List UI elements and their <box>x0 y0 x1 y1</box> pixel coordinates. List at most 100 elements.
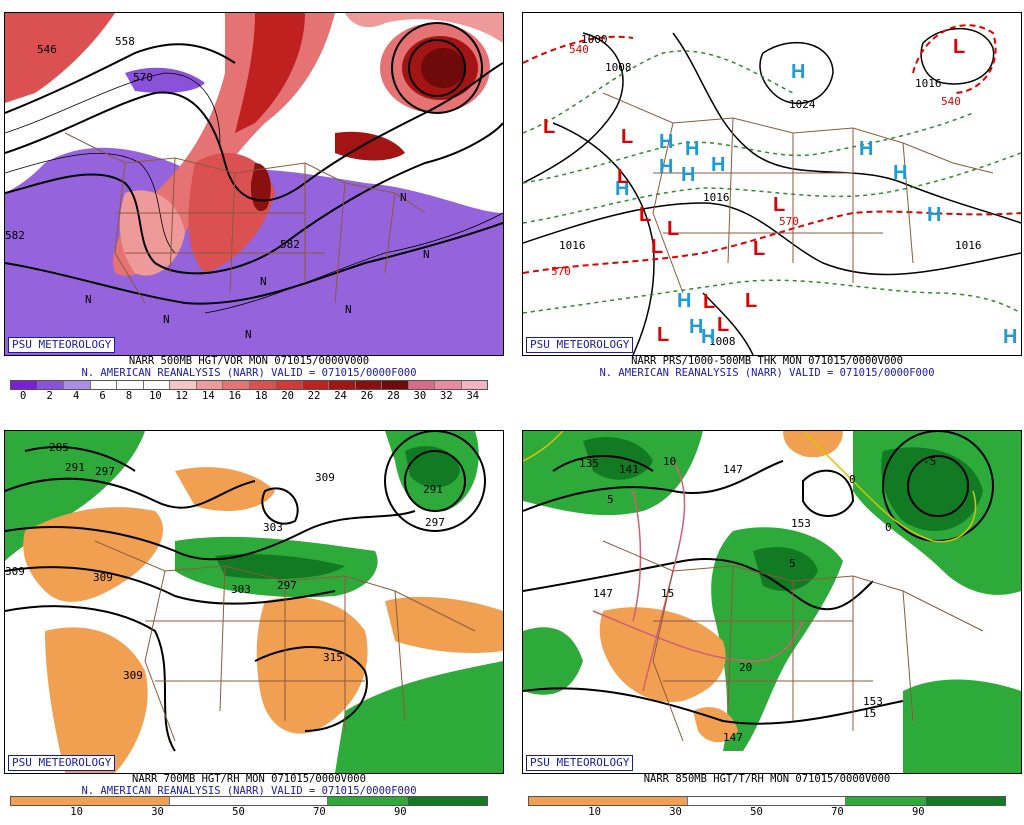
height-contour-285 <box>24 446 136 472</box>
rh-scale-label: 90 <box>911 806 925 818</box>
vorticity-scale-label: 8 <box>125 390 133 402</box>
map-850mb-temperature-rh[interactable]: 135 141 147 153 147 147 153 -5 5 5 10 15… <box>522 430 1022 774</box>
rh-scale-label: 10 <box>588 806 601 818</box>
contour-label: 309 <box>123 669 143 682</box>
contour-label: 309 <box>5 565 25 578</box>
vorticity-scale-label: 22 <box>307 390 321 402</box>
vorticity-colorbar-segment <box>408 381 435 389</box>
map-surface-pressure[interactable]: 1000 1008 1024 1016 1016 1016 1008 1016 … <box>522 12 1022 356</box>
height-contour-558 <box>5 62 503 202</box>
rh-scale-label: 30 <box>151 806 164 818</box>
height-contour-153 <box>523 687 904 725</box>
contour-label: 285 <box>49 441 69 454</box>
thickness-contour-green-3 <box>523 152 1021 224</box>
vorticity-positive-band-3 <box>235 13 305 133</box>
contour-label: 147 <box>723 731 743 744</box>
isobar-1008 <box>552 122 655 355</box>
isobar-label: 1008 <box>709 335 736 348</box>
height-contour-low-center <box>404 450 466 512</box>
height-contour-147 <box>523 558 874 611</box>
psu-meteorology-badge: PSU METEOROLOGY <box>8 755 116 771</box>
isobar-label: 1016 <box>955 239 982 252</box>
vorticity-scale-label: 28 <box>387 390 400 402</box>
vorticity-scale-label: 20 <box>281 390 294 402</box>
vorticity-scale-label: 34 <box>466 390 480 402</box>
rh-dry-area-3 <box>256 597 368 734</box>
panel-valid-time: N. AMERICAN REANALYSIS (NARR) VALID = 07… <box>81 785 417 797</box>
thickness-label: 540 <box>941 95 961 108</box>
isotherm-20 <box>592 610 804 662</box>
vorticity-scale-label: 26 <box>360 390 374 402</box>
panel-surface: 1000 1008 1024 1016 1016 1016 1008 1016 … <box>522 12 1022 407</box>
rh-moist-area-5 <box>523 627 583 695</box>
contour-label: 582 <box>280 238 300 251</box>
isotherm-label: 5 <box>789 557 796 570</box>
map-500mb-vorticity[interactable]: 546 558 570 582 582 N N N N N N N PSU ME… <box>4 12 504 356</box>
panel-valid-time: N. AMERICAN REANALYSIS (NARR) VALID = 07… <box>599 367 935 379</box>
thickness-label: 540 <box>569 43 589 56</box>
rh-scale-label: 50 <box>750 806 763 818</box>
isotherm-label: -5 <box>923 455 936 468</box>
high-pressure-center: H <box>1003 326 1017 348</box>
isotherm-0-b <box>523 431 564 462</box>
low-pressure-center: L <box>651 236 663 258</box>
isotherm-15 <box>632 490 642 622</box>
height-contour-546 <box>5 43 236 114</box>
high-pressure-center: H <box>927 204 941 226</box>
rh-dry-area-2 <box>45 627 148 773</box>
contour-label: N <box>163 313 170 326</box>
high-pressure-center: H <box>859 138 873 160</box>
panel-title: NARR 500MB HGT/VOR MON 071015/0000V000 <box>128 355 370 367</box>
vorticity-colorbar-segment <box>170 381 197 389</box>
contour-label: 309 <box>93 571 113 584</box>
high-pressure-center: H <box>659 156 673 178</box>
vorticity-colorbar-segment <box>382 381 409 389</box>
rh-dry-area-4 <box>385 596 503 653</box>
high-pressure-center: H <box>681 164 695 186</box>
vorticity-colorbar-segment <box>117 381 144 389</box>
rh-dry-area-5 <box>175 467 275 511</box>
isotherm-label: 15 <box>863 707 876 720</box>
panel-title: NARR 700MB HGT/RH MON 071015/0000V000 <box>132 773 366 785</box>
vorticity-scale-label: 12 <box>175 390 189 402</box>
vorticity-colorbar-segment <box>196 381 223 389</box>
low-pressure-center: L <box>543 116 555 138</box>
height-contour-low-center <box>907 455 969 517</box>
rh-colorbar-moist <box>846 797 927 805</box>
contour-label: 297 <box>425 516 445 529</box>
low-pressure-center: L <box>667 218 679 240</box>
contour-label: 291 <box>65 461 85 474</box>
vorticity-colorbar-segment <box>435 381 462 389</box>
high-pressure-center: H <box>659 131 673 153</box>
map-700mb-rh[interactable]: 285 291 297 303 309 309 309 303 297 291 … <box>4 430 504 774</box>
isobar-1000 <box>523 32 624 184</box>
isotherm-label: 15 <box>661 587 674 600</box>
contour-label: N <box>260 275 267 288</box>
isobar-label: 1016 <box>559 239 586 252</box>
rh-scale-label: 30 <box>669 806 682 818</box>
rh-dry-area-2 <box>783 431 843 458</box>
contour-label: N <box>400 191 407 204</box>
thickness-contour-green-2 <box>523 112 974 184</box>
isobar-label: 1000 <box>581 33 608 46</box>
map-borders <box>94 540 476 742</box>
isobar-low-ring <box>920 27 995 85</box>
vorticity-positive-band-7 <box>345 13 503 43</box>
map-borders <box>602 92 994 294</box>
rh-moist-area-4 <box>903 679 1021 773</box>
high-pressure-center: H <box>615 178 629 200</box>
isotherm-label: 0 <box>885 521 892 534</box>
vorticity-scale-label: 0 <box>20 390 27 402</box>
thickness-540-b <box>912 24 997 94</box>
vorticity-colorbar <box>10 380 488 390</box>
high-pressure-center: H <box>791 61 805 83</box>
vorticity-scale-label: 24 <box>334 390 347 402</box>
low-pressure-center: L <box>717 314 729 336</box>
vorticity-colorbar-segment <box>223 381 250 389</box>
vorticity-colorbar-segment <box>11 381 38 389</box>
low-pressure-center: L <box>953 36 965 58</box>
vorticity-positive-band-1 <box>5 13 115 103</box>
vorticity-positive-band-5 <box>119 190 185 276</box>
low-pressure-center: L <box>621 126 633 148</box>
rh-colorbar-dry <box>11 797 170 805</box>
